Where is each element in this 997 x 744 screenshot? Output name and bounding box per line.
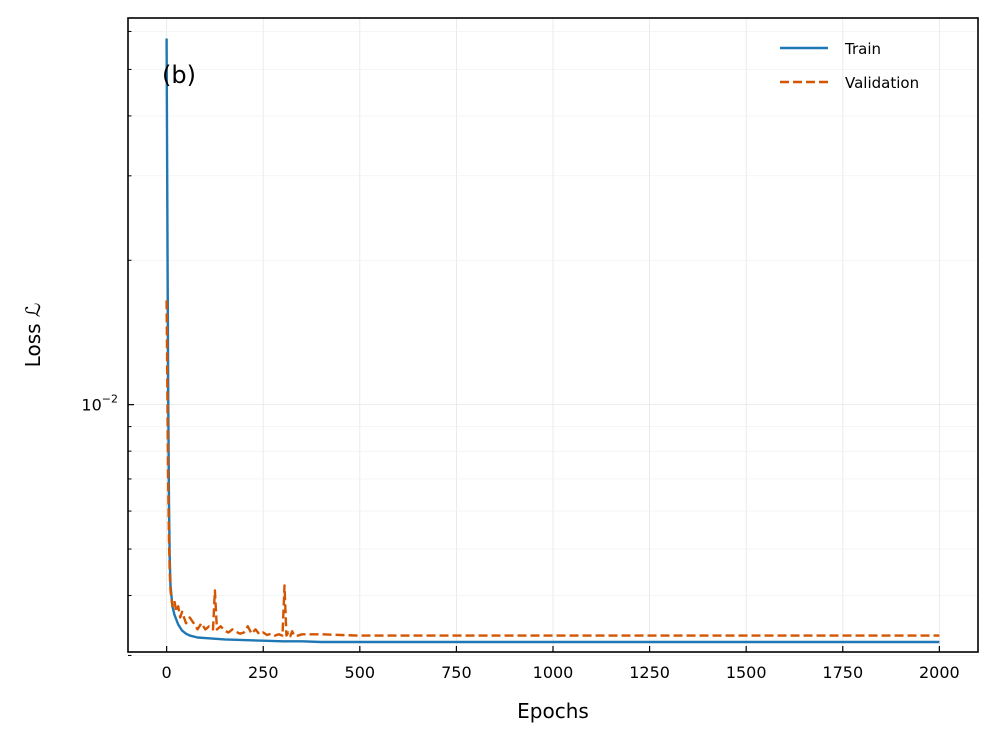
x-tick-label: 1500	[726, 663, 767, 682]
legend: Train Validation	[780, 40, 919, 92]
x-tick-label: 0	[162, 663, 172, 682]
legend-label-validation: Validation	[845, 74, 919, 92]
legend-label-train: Train	[844, 40, 881, 58]
series-layer	[165, 38, 940, 644]
x-tick-label: 500	[345, 663, 376, 682]
axis-ticks: 0 250 500 750 1000 1250 1500 1750 2000 10−2	[81, 30, 960, 682]
series-line-validation	[165, 300, 940, 638]
x-axis-label: Epochs	[517, 699, 589, 723]
x-tick-label: 1750	[822, 663, 863, 682]
series-line-train	[165, 38, 940, 644]
x-tick-label: 1000	[533, 663, 574, 682]
x-tick-label: 750	[441, 663, 472, 682]
x-tick-label: 1250	[629, 663, 670, 682]
y-axis-label: Loss ℒ	[21, 303, 45, 368]
grid	[128, 18, 978, 656]
panel-label: (b)	[162, 61, 196, 89]
x-tick-label: 250	[248, 663, 279, 682]
y-tick-label: 10−2	[81, 393, 118, 415]
x-tick-label: 2000	[919, 663, 960, 682]
